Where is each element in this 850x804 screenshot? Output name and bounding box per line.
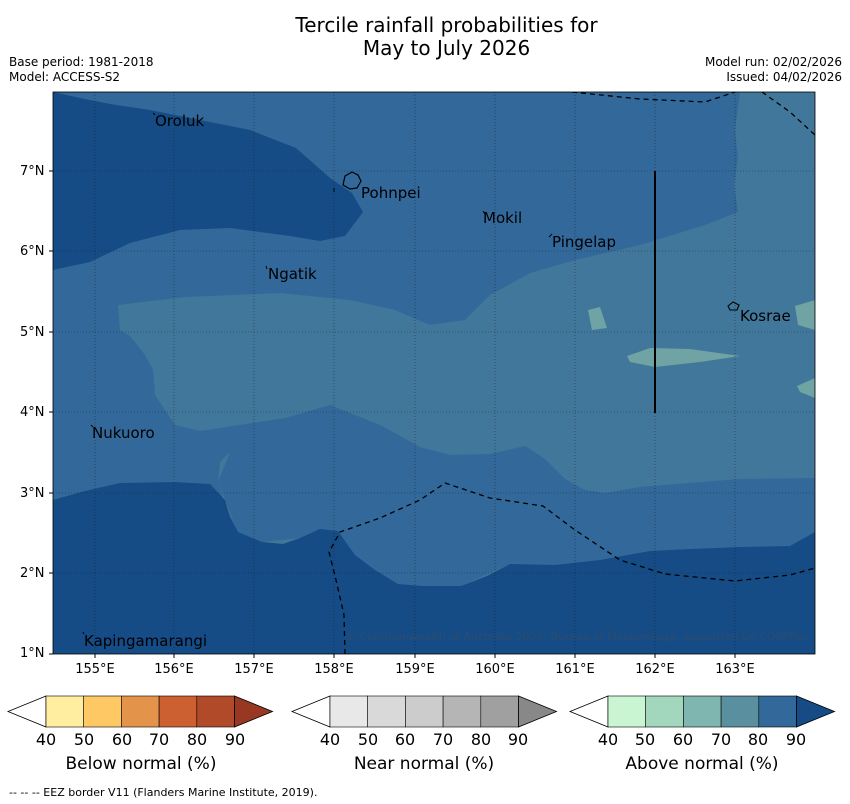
atoll-markers — [82, 112, 553, 635]
title-line-2: May to July 2026 — [362, 36, 531, 60]
label-mokil: Mokil — [483, 209, 522, 227]
above-swatch-0 — [607, 695, 647, 728]
lon-tick-160e: 160°E — [475, 662, 515, 677]
model-name: Model: ACCESS-S2 — [9, 70, 121, 84]
meta-left: Base period: 1981-2018 Model: ACCESS-S2 — [9, 55, 154, 85]
near-normal-label: Near normal (%) — [353, 754, 495, 774]
below-tick-70: 70 — [148, 730, 170, 749]
band-90-north — [53, 92, 363, 270]
above-tick-40: 40 — [597, 730, 619, 749]
below-tick-50: 50 — [73, 730, 95, 749]
below-swatch-2 — [121, 695, 160, 728]
tick-marks — [49, 170, 736, 658]
below-tick-90: 90 — [224, 730, 246, 749]
base-period: Base period: 1981-2018 — [9, 55, 154, 69]
band-80-inner — [53, 305, 815, 586]
near-extend-high — [518, 695, 558, 728]
below-swatch-1 — [83, 695, 122, 728]
lon-tick-155e: 155°E — [75, 662, 115, 677]
model-run: Model run: 02/02/2026 — [704, 55, 842, 69]
lat-tick-1n: 1°N — [20, 646, 45, 661]
near-tick-80: 80 — [470, 730, 492, 749]
label-pohnpei: Pohnpei — [361, 184, 421, 202]
graticule — [53, 92, 815, 654]
lon-tick-157e: 157°E — [234, 662, 274, 677]
below-tick-80: 80 — [186, 730, 208, 749]
lon-tick-161e: 161°E — [555, 662, 595, 677]
below-swatch-3 — [158, 695, 198, 728]
above-tick-70: 70 — [710, 730, 732, 749]
below-extend-low — [6, 695, 47, 728]
lat-tick-2n: 2°N — [20, 566, 45, 581]
lon-tick-158e: 158°E — [314, 662, 354, 677]
meta-right: Model run: 02/02/2026 Issued: 04/02/2026 — [705, 55, 842, 85]
near-tick-50: 50 — [357, 730, 379, 749]
label-nukuoro: Nukuoro — [92, 424, 155, 442]
band-60-patch-4 — [797, 378, 815, 398]
label-pingelap: Pingelap — [552, 233, 616, 251]
copyright-notice: © Commonwealth of Australia 2026, Bureau… — [345, 630, 808, 643]
above-tick-60: 60 — [672, 730, 694, 749]
near-tick-40: 40 — [319, 730, 341, 749]
lon-tick-159e: 159°E — [395, 662, 435, 677]
near-swatch-3 — [442, 695, 482, 728]
above-tick-80: 80 — [747, 730, 769, 749]
band-60-patch-3 — [795, 300, 815, 330]
near-tick-60: 60 — [394, 730, 416, 749]
lat-tick-4n: 4°N — [20, 405, 45, 420]
map-frame — [52, 91, 816, 655]
near-swatch-2 — [405, 695, 444, 728]
below-normal-label: Below normal (%) — [65, 754, 217, 774]
lon-tick-162e: 162°E — [635, 662, 675, 677]
below-extend-high — [234, 695, 274, 728]
near-swatch-1 — [367, 695, 406, 728]
near-extend-low — [290, 695, 331, 728]
lat-tick-3n: 3°N — [20, 486, 45, 501]
below-tick-60: 60 — [111, 730, 133, 749]
below-swatch-4 — [196, 695, 235, 728]
colorbar-near-normal — [290, 695, 558, 728]
above-normal-label: Above normal (%) — [625, 754, 779, 774]
lon-tick-156e: 156°E — [154, 662, 194, 677]
eez-legend-note: -- -- -- EEZ border V11 (Flanders Marine… — [9, 786, 318, 799]
lat-tick-5n: 5°N — [20, 325, 45, 340]
pohnpei-island — [342, 171, 362, 190]
colorbar-below-normal — [6, 695, 274, 728]
lat-tick-7n: 7°N — [20, 164, 45, 179]
title-line-1: Tercile rainfall probabilities for — [295, 13, 598, 37]
near-tick-90: 90 — [507, 730, 529, 749]
above-tick-50: 50 — [634, 730, 656, 749]
eez-border — [328, 92, 815, 654]
kosrae-island — [727, 301, 740, 311]
label-oroluk: Oroluk — [155, 112, 204, 130]
below-swatch-0 — [45, 695, 85, 728]
above-tick-90: 90 — [785, 730, 807, 749]
near-tick-70: 70 — [432, 730, 454, 749]
issued-date: Issued: 04/02/2026 — [726, 70, 842, 84]
above-swatch-4 — [758, 695, 797, 728]
above-extend-low — [568, 695, 609, 728]
above-swatch-3 — [720, 695, 760, 728]
lon-tick-163e: 163°E — [715, 662, 755, 677]
colorbar-above-normal — [568, 695, 836, 728]
label-kapingamarangi: Kapingamarangi — [84, 632, 207, 650]
above-swatch-2 — [683, 695, 722, 728]
near-swatch-0 — [329, 695, 369, 728]
map-title: Tercile rainfall probabilities for May t… — [0, 14, 850, 60]
label-ngatik: Ngatik — [268, 265, 317, 283]
above-extend-high — [796, 695, 836, 728]
near-swatch-4 — [480, 695, 519, 728]
band-90-south — [53, 482, 815, 654]
probability-map: Oroluk Pohnpei Mokil Pingelap Ngatik Kos… — [53, 92, 815, 654]
above-swatch-1 — [645, 695, 684, 728]
label-kosrae: Kosrae — [740, 307, 791, 325]
below-tick-40: 40 — [35, 730, 57, 749]
lat-tick-6n: 6°N — [20, 244, 45, 259]
band-60-patch-2 — [588, 307, 607, 330]
